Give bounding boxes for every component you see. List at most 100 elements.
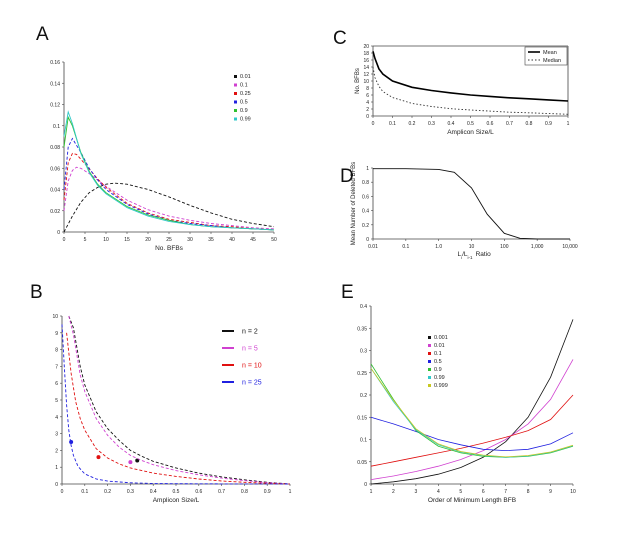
legend-swatch — [428, 344, 431, 347]
legend-label: n = 2 — [242, 329, 258, 336]
x-tick-label: 10 — [570, 489, 576, 495]
series-line-0-99 — [63, 110, 275, 231]
x-tick-label: 0.1 — [402, 244, 409, 250]
legend-swatch — [234, 100, 237, 104]
legend-label: n = 10 — [242, 363, 262, 370]
y-axis-label: Mean Number of Deleted BFBs — [351, 162, 357, 245]
x-tick-label: 0.4 — [448, 121, 455, 127]
y-tick-label: 4 — [55, 415, 58, 421]
legend-label: Mean — [543, 50, 557, 56]
x-tick-label: 5 — [84, 237, 87, 243]
y-tick-label: 0 — [366, 114, 369, 120]
y-tick-label: 8 — [55, 348, 58, 354]
x-axis-label-tail: Ratio — [476, 251, 492, 258]
panel-label-b: B — [30, 282, 43, 303]
legend-label: Median — [543, 58, 561, 64]
y-tick-label: 0.6 — [362, 194, 369, 200]
y-tick-label: 10 — [363, 79, 369, 85]
legend-swatch — [428, 368, 431, 371]
x-tick-label: 0.7 — [506, 121, 513, 127]
y-tick-label: 0.15 — [357, 415, 367, 421]
y-tick-label: 0 — [364, 482, 367, 488]
legend-label: 0.1 — [240, 83, 248, 89]
y-tick-label: 6 — [366, 93, 369, 99]
series-line-0-99 — [370, 368, 574, 458]
series-line-n-5 — [68, 315, 291, 485]
panel-b: 0 0.1 0.2 0.3 0.4 0.5 0.6 0.7 0.8 0.9 101234567891… — [52, 314, 291, 504]
legend-label: 0.999 — [434, 383, 448, 389]
y-tick-label: 0.08 — [50, 145, 60, 151]
x-tick-label: 0.3 — [127, 489, 134, 495]
y-tick-label: 20 — [363, 44, 369, 50]
x-tick-label: 0.1 — [81, 489, 88, 495]
legend-label: n = 5 — [242, 346, 258, 353]
x-tick-label: 35 — [208, 237, 214, 243]
x-tick-label: 0.9 — [545, 121, 552, 127]
series-line-0-01 — [370, 359, 574, 480]
y-tick-label: 0.06 — [50, 166, 60, 172]
y-tick-label: 14 — [363, 65, 369, 71]
legend-label: 0.9 — [240, 108, 248, 114]
legend-swatch — [428, 352, 431, 355]
series-line-0-1 — [370, 394, 574, 467]
series-line-0-1 — [63, 166, 275, 230]
series-marker-n-10 — [96, 455, 101, 460]
x-tick-label: 4 — [437, 489, 440, 495]
x-tick-label: 30 — [187, 237, 193, 243]
legend-swatch — [234, 117, 237, 121]
panel-e: 1 2 3 4 5 6 7 8 9 10 0 0.05 0.1 0.15 0.2 0.25 0.3 0.35 0.4… — [357, 304, 576, 504]
legend-label: 0.01 — [240, 74, 251, 80]
panel-c: 0 0.1 0.2 0.3 0.4 0.5 0.6 0.7 0.8 0.9 102468101214… — [355, 44, 570, 136]
y-tick-label: 0 — [366, 237, 369, 243]
x-tick-label: 0.4 — [150, 489, 157, 495]
y-tick-label: 2 — [55, 448, 58, 454]
x-tick-label: 50 — [271, 237, 277, 243]
x-tick-label: 10,000 — [562, 244, 578, 250]
legend-label: 0.01 — [434, 343, 445, 349]
y-tick-label: 5 — [55, 398, 58, 404]
x-tick-label: 10 — [103, 237, 109, 243]
y-tick-label: 0.4 — [362, 209, 369, 215]
x-tick-label: 1 — [567, 121, 570, 127]
y-tick-label: 0.16 — [50, 60, 60, 66]
x-axis-label: Amplicon Size/L — [447, 129, 494, 136]
x-tick-label: 0.6 — [487, 121, 494, 127]
legend-swatch — [428, 336, 431, 339]
y-tick-label: 0.1 — [360, 438, 367, 444]
x-tick-label: 1 — [370, 489, 373, 495]
series-line-0-001 — [370, 319, 574, 485]
x-axis-label: Li/Li-1 Ratio — [458, 251, 492, 260]
panel-label-a: A — [36, 24, 49, 45]
series-marker-n-5 — [128, 460, 133, 465]
legend-swatch — [234, 92, 237, 95]
x-tick-label: 0.01 — [368, 244, 378, 250]
x-tick-label: 45 — [250, 237, 256, 243]
panel-label-c: C — [333, 28, 347, 49]
x-tick-label: 7 — [504, 489, 507, 495]
y-tick-label: 0.1 — [53, 124, 60, 130]
x-tick-label: 15 — [124, 237, 130, 243]
y-tick-label: 6 — [55, 381, 58, 387]
legend-swatch — [428, 376, 431, 379]
x-tick-label: 0.9 — [264, 489, 271, 495]
y-tick-label: 8 — [366, 86, 369, 92]
legend-label: 0.5 — [434, 359, 442, 365]
x-tick-label: 40 — [229, 237, 235, 243]
y-tick-label: 0.02 — [50, 209, 60, 215]
panel-label-d: D — [340, 166, 354, 187]
series-line-n-10 — [66, 332, 291, 485]
x-axis-label: No. BFBs — [155, 245, 184, 252]
series-line-0-999 — [370, 368, 574, 458]
y-tick-label: 0.2 — [362, 223, 369, 229]
panel-label-e: E — [341, 282, 354, 303]
series-line-0-9 — [63, 115, 275, 231]
series-line-0-01 — [63, 182, 275, 233]
y-tick-label: 0 — [57, 230, 60, 236]
x-axis-label: Order of Minimum Length BFB — [428, 497, 516, 504]
y-tick-label: 16 — [363, 58, 369, 64]
x-tick-label: 0.8 — [526, 121, 533, 127]
y-tick-label: 1 — [366, 166, 369, 172]
y-tick-label: 18 — [363, 51, 369, 57]
x-tick-label: 8 — [527, 489, 530, 495]
